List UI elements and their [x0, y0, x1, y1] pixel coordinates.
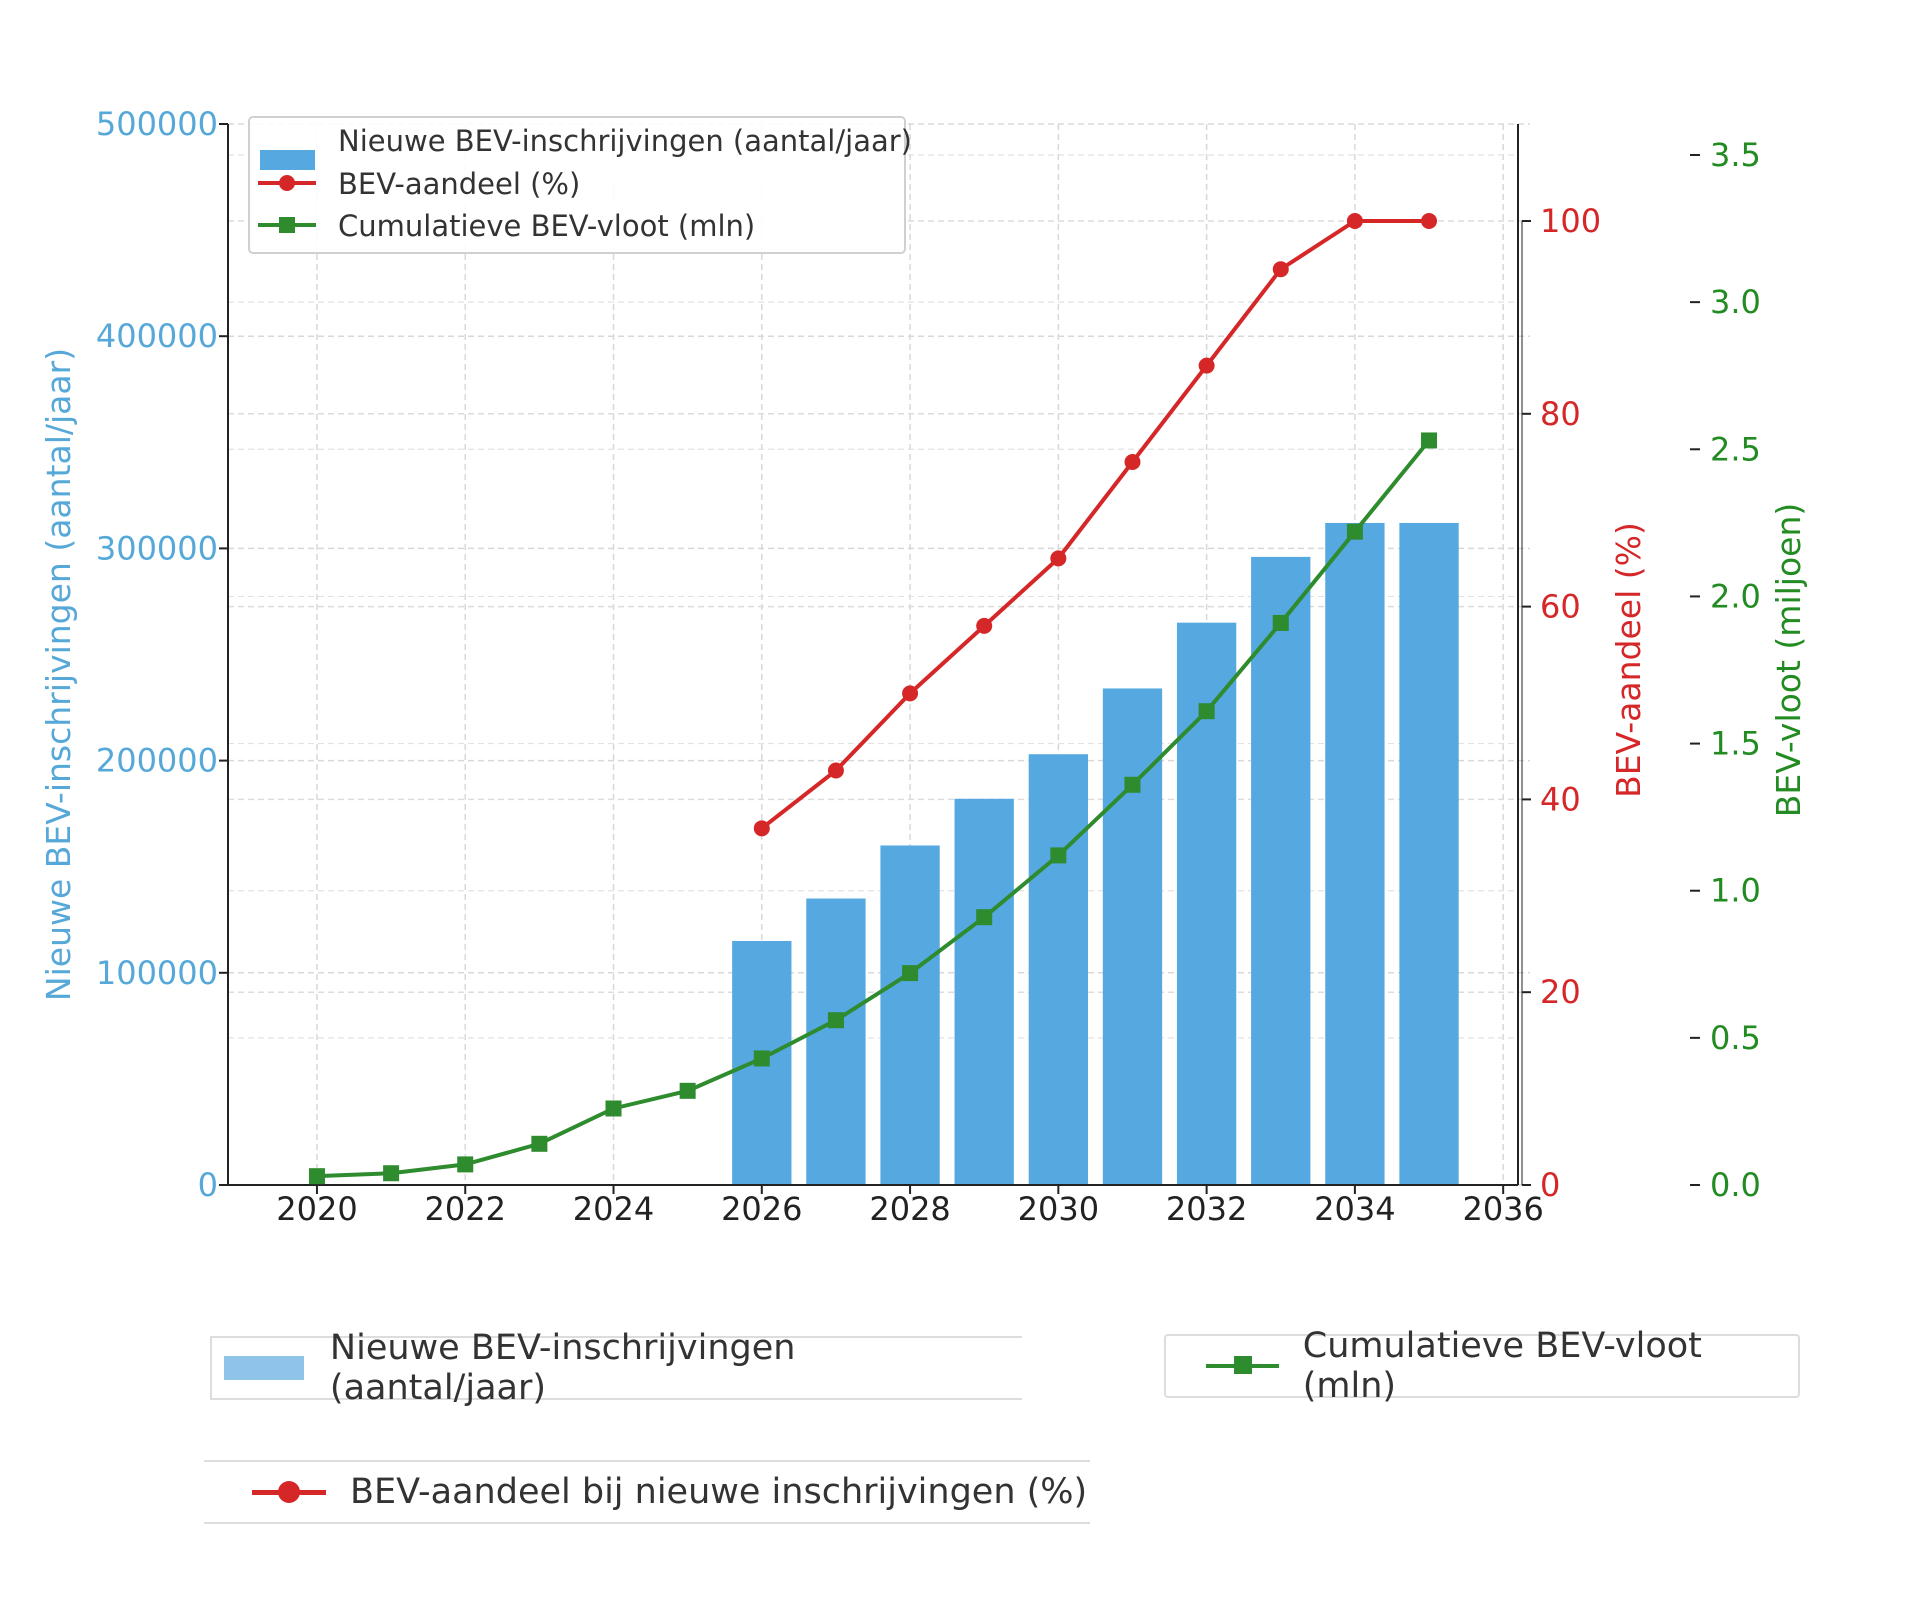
legend-bar-swatch: [260, 150, 315, 170]
x-tick-label: 2032: [1166, 1190, 1247, 1228]
circle-line-swatch: [252, 1480, 326, 1503]
left-tick-label: 300000: [96, 529, 218, 567]
bottom-legend-label: Nieuwe BEV-inschrijvingen (aantal/jaar): [329, 1328, 796, 1408]
share-point: [1346, 213, 1363, 229]
right2-axis-label: BEV-vloot (miljoen): [1769, 503, 1808, 817]
bar: [1399, 522, 1459, 1185]
left-tick-label: 200000: [96, 742, 218, 780]
share-point: [1198, 357, 1215, 374]
right1-tick-label: 80: [1540, 395, 1581, 433]
right2-tick-label: 1.0: [1710, 872, 1761, 910]
share-point: [902, 685, 919, 702]
fleet-line: [316, 439, 1431, 1179]
bar: [1325, 522, 1385, 1185]
x-tick-label: 2034: [1314, 1190, 1395, 1228]
fleet-point: [605, 1100, 622, 1117]
x-tick-label: 2036: [1462, 1190, 1543, 1228]
right1-tick-label: 0: [1540, 1166, 1560, 1204]
right1-tick-label: 40: [1540, 780, 1581, 818]
fleet-point: [1346, 523, 1363, 540]
fleet-point: [457, 1156, 474, 1173]
fleet-point: [1124, 776, 1141, 793]
right1-tick-label: 20: [1540, 973, 1581, 1011]
bar: [806, 898, 866, 1185]
right2-tick-label: 0.0: [1710, 1166, 1761, 1204]
left-tick-label: 100000: [96, 954, 218, 992]
fleet-point: [1198, 703, 1215, 720]
share-point: [753, 820, 770, 837]
right1-tick-label: 60: [1540, 588, 1581, 626]
share-point: [976, 617, 993, 634]
fleet-point: [827, 1012, 844, 1029]
x-tick-label: 2020: [276, 1190, 357, 1228]
fleet-point: [1421, 432, 1438, 449]
left-tick-label: 0: [198, 1166, 218, 1204]
right1-tick-label: 100: [1540, 202, 1601, 240]
bar: [1028, 754, 1088, 1185]
inner-legend-label: Cumulatieve BEV-vloot (mln): [338, 209, 755, 243]
inner-legend: Nieuwe BEV-inschrijvingen (aantal/jaar) B…: [248, 116, 912, 254]
bar: [1251, 556, 1311, 1185]
left-axis-label: Nieuwe BEV-inschrijvingen (aantal/jaar): [39, 348, 78, 1001]
bar-swatch: [224, 1356, 304, 1380]
inner-legend-box: [248, 116, 906, 254]
bottom-legend-bars: Nieuwe BEV-inschrijvingen (aantal/jaar): [210, 1328, 1022, 1408]
share-line: [760, 219, 1430, 830]
right2-tick-label: 3.0: [1710, 283, 1761, 321]
fleet-point: [1272, 614, 1289, 631]
share-point: [827, 762, 844, 779]
share-point: [1050, 550, 1067, 567]
x-tick-label: 2026: [721, 1190, 802, 1228]
bar: [880, 845, 940, 1185]
fleet-point: [902, 965, 919, 982]
x-tick-label: 2028: [869, 1190, 950, 1228]
fleet-point: [531, 1135, 548, 1152]
fleet-point: [383, 1165, 400, 1182]
x-tick-label: 2030: [1018, 1190, 1099, 1228]
fleet-point: [1050, 847, 1067, 864]
bottom-legend-label: Cumulatieve BEV-vloot (mln): [1302, 1326, 1702, 1406]
right2-tick-label: 1.5: [1710, 725, 1761, 763]
share-point: [1124, 454, 1141, 470]
inner-legend-label: Nieuwe BEV-inschrijvingen (aantal/jaar): [338, 124, 912, 158]
left-tick-label: 400000: [96, 317, 218, 355]
bottom-legend-share: BEV-aandeel bij nieuwe inschrijvingen (%…: [204, 1460, 1090, 1524]
left-tick-label: 500000: [96, 105, 218, 143]
right2-tick-label: 2.5: [1710, 430, 1761, 468]
fleet-point: [679, 1082, 696, 1099]
fleet-point: [308, 1168, 325, 1185]
circle-marker-icon: [278, 1480, 300, 1503]
right2-tick-label: 0.5: [1710, 1019, 1761, 1057]
bottom-legend-label: BEV-aandeel bij nieuwe inschrijvingen (%…: [350, 1472, 1088, 1512]
legend-square-marker: [279, 217, 295, 233]
right1-axis-label: BEV-aandeel (%): [1609, 522, 1648, 798]
inner-legend-label: BEV-aandeel (%): [338, 167, 580, 201]
legend-circle-marker: [279, 175, 295, 191]
right2-tick-label: 3.5: [1710, 136, 1761, 174]
share-point: [1421, 213, 1438, 229]
square-line-swatch: [1206, 1356, 1279, 1374]
bar: [954, 798, 1014, 1185]
fleet-point: [753, 1050, 770, 1067]
fleet-point: [976, 909, 993, 926]
bottom-legend-fleet: Cumulatieve BEV-vloot (mln): [1164, 1326, 1800, 1406]
share-point: [1272, 261, 1289, 278]
x-tick-label: 2022: [425, 1190, 506, 1228]
bar: [1102, 688, 1163, 1185]
right2-tick-label: 2.0: [1710, 577, 1761, 615]
x-tick-label: 2024: [573, 1190, 654, 1228]
square-marker-icon: [1234, 1356, 1252, 1374]
